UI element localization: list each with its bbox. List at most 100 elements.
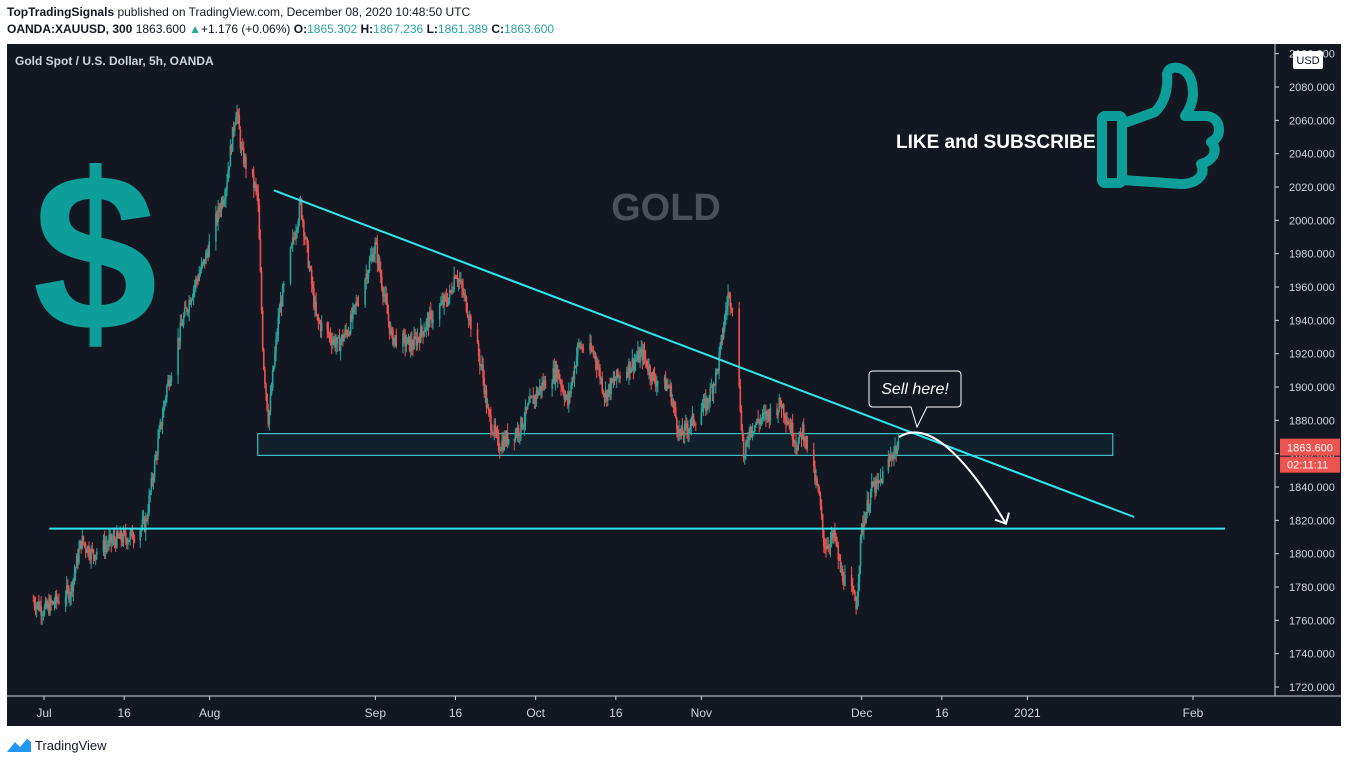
price-tick-label: 1840.000 bbox=[1289, 482, 1335, 494]
candle-body bbox=[393, 337, 395, 345]
candle-body bbox=[539, 385, 541, 391]
candle-body bbox=[231, 127, 234, 152]
candle-body bbox=[336, 337, 339, 344]
candle-body bbox=[669, 385, 671, 388]
chart-frame[interactable]: GOLD Gold Spot / U.S. Dollar, 5h, OANDA … bbox=[7, 44, 1341, 726]
projection-arrow[interactable] bbox=[898, 431, 1007, 525]
candle-body bbox=[290, 243, 293, 248]
candle-body bbox=[507, 439, 510, 444]
candle-body bbox=[694, 424, 697, 426]
candle-body bbox=[153, 459, 156, 478]
time-tick-label: Oct bbox=[526, 706, 545, 720]
time-axis[interactable]: Jul 16 Aug Sep 16 Oct 16 Nov Dec 16 2021 Feb bbox=[7, 695, 1341, 720]
candle-body bbox=[53, 603, 56, 605]
candle-body bbox=[52, 601, 55, 605]
candle-body bbox=[51, 601, 54, 604]
candle-body bbox=[432, 319, 434, 323]
candle-body bbox=[357, 304, 360, 306]
candle-body bbox=[128, 539, 130, 542]
candle-body bbox=[596, 367, 599, 369]
candle-body bbox=[254, 183, 256, 189]
candle-body bbox=[713, 384, 716, 386]
candle-body bbox=[256, 187, 258, 193]
candle-body bbox=[870, 481, 873, 492]
candle-body bbox=[757, 419, 759, 422]
candle-body bbox=[729, 293, 732, 307]
candle-body bbox=[505, 431, 508, 444]
candle-body bbox=[590, 343, 592, 351]
candle-body bbox=[69, 595, 71, 600]
candle-body bbox=[453, 276, 455, 290]
candle-body bbox=[353, 305, 355, 308]
candle-body bbox=[146, 518, 148, 520]
candle-body bbox=[556, 369, 559, 380]
candle-body bbox=[366, 273, 369, 279]
candle-body bbox=[428, 311, 431, 328]
price-axis[interactable]: 2100.0002080.0002060.0002040.0002020.000… bbox=[1274, 44, 1341, 726]
candle-body bbox=[679, 429, 681, 436]
candle-body bbox=[579, 343, 581, 348]
candle-body bbox=[38, 601, 40, 610]
candle-body bbox=[691, 414, 694, 419]
candle-body bbox=[593, 353, 596, 355]
candle-body bbox=[376, 244, 379, 264]
candle-body bbox=[493, 424, 496, 435]
candle-body bbox=[740, 410, 743, 431]
candle-body bbox=[346, 331, 349, 336]
candle-body bbox=[383, 295, 385, 297]
candle-body bbox=[552, 368, 555, 384]
candle-body bbox=[440, 303, 442, 306]
candle-body bbox=[889, 455, 892, 460]
brand-name[interactable]: TradingView bbox=[35, 737, 107, 753]
candle-body bbox=[208, 241, 211, 257]
candle-body bbox=[124, 532, 127, 540]
candle-body bbox=[183, 307, 186, 317]
candle-body bbox=[191, 296, 194, 300]
candle-body bbox=[890, 455, 893, 458]
candle-body bbox=[680, 427, 683, 436]
candle-body bbox=[378, 257, 381, 271]
candle-body bbox=[257, 192, 260, 205]
tradingview-logo-icon[interactable] bbox=[7, 738, 31, 752]
candle-body bbox=[229, 145, 232, 167]
candle-body bbox=[727, 293, 729, 306]
candle-body bbox=[297, 221, 300, 229]
high-label: H: bbox=[360, 22, 374, 36]
candle-body bbox=[649, 366, 651, 378]
candle-body bbox=[182, 316, 185, 326]
dollar-sign-icon: $ bbox=[32, 126, 157, 378]
candle-body bbox=[226, 181, 228, 190]
sell-callout[interactable]: Sell here! bbox=[868, 370, 962, 429]
candle-body bbox=[395, 335, 398, 347]
support-zone[interactable] bbox=[257, 433, 1114, 456]
candle-body bbox=[677, 429, 679, 436]
candle-body bbox=[769, 408, 772, 421]
candle-body bbox=[529, 396, 531, 403]
candle-body bbox=[242, 148, 245, 165]
author-name[interactable]: TopTradingSignals bbox=[7, 5, 115, 19]
candle-body bbox=[407, 336, 410, 338]
candle-body bbox=[656, 383, 658, 387]
candle-body bbox=[244, 156, 246, 165]
callout-bubble bbox=[868, 370, 962, 429]
candle-body bbox=[445, 296, 448, 302]
candle-body bbox=[158, 429, 160, 439]
candle-body bbox=[320, 322, 323, 332]
candle-body bbox=[589, 343, 591, 350]
candle-body bbox=[670, 385, 673, 405]
chart-svg[interactable]: GOLD Gold Spot / U.S. Dollar, 5h, OANDA … bbox=[7, 44, 1341, 726]
candle-body bbox=[65, 585, 68, 598]
candle-body bbox=[682, 435, 685, 437]
chart-title: Gold Spot / U.S. Dollar, 5h, OANDA bbox=[15, 54, 214, 68]
candle-body bbox=[300, 199, 303, 219]
candle-body bbox=[75, 555, 78, 568]
candle-body bbox=[611, 378, 614, 382]
candle-body bbox=[806, 436, 808, 450]
resistance-trendline[interactable] bbox=[273, 189, 1135, 518]
candle-body bbox=[413, 336, 415, 349]
candle-body bbox=[779, 397, 782, 406]
drawings-layer[interactable] bbox=[49, 189, 1226, 530]
currency-badge[interactable] bbox=[1293, 51, 1323, 69]
high-value: 1867.236 bbox=[373, 22, 424, 36]
last-price-label: 1863.600 bbox=[1287, 443, 1333, 455]
